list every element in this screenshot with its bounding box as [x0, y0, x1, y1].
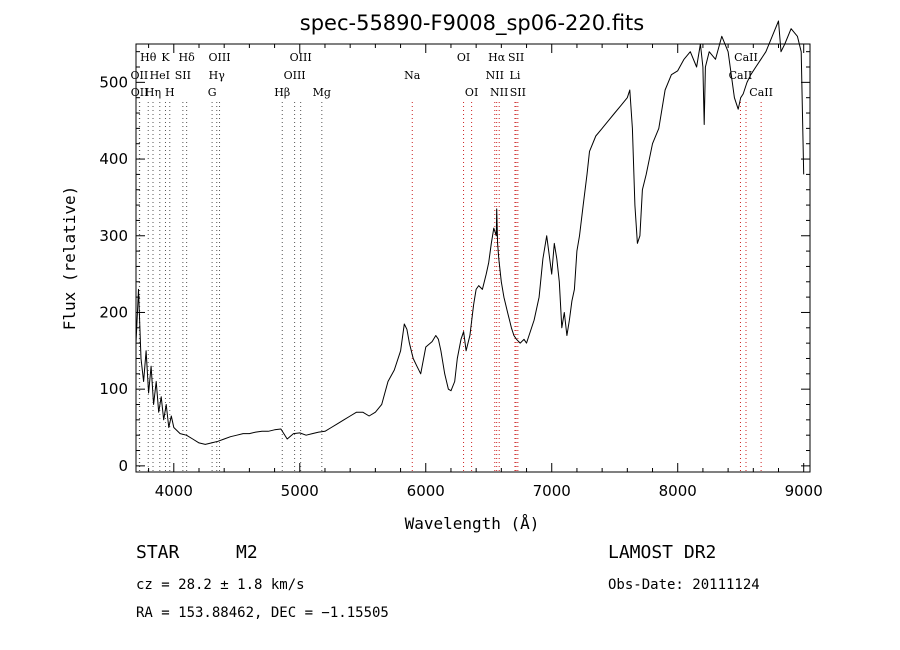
- line-marker-label: Hγ: [209, 69, 226, 82]
- redshift-text: cz = 28.2 ± 1.8 km/s: [136, 577, 305, 593]
- line-marker-label: Hθ: [140, 51, 157, 64]
- object-class: STAR: [136, 542, 180, 563]
- x-tick-label: 4000: [155, 482, 193, 500]
- line-marker-label: SII: [510, 86, 526, 99]
- line-marker-label: Hβ: [274, 86, 290, 99]
- survey-name: LAMOST DR2: [608, 542, 717, 563]
- y-tick-label: 200: [99, 303, 128, 321]
- axis-ticks: 4000 5000 6000 7000 8000 9000 0 100 200 300 400 500: [99, 44, 823, 500]
- y-tick-label: 100: [99, 380, 128, 398]
- line-marker-label: OII: [131, 69, 149, 82]
- object-subclass: M2: [236, 542, 258, 563]
- line-marker-label: Li: [510, 69, 521, 82]
- line-marker-label: K: [161, 51, 170, 64]
- line-marker-label: SII: [508, 51, 524, 64]
- x-tick-label: 8000: [659, 482, 697, 500]
- spectrum-line: [135, 20, 805, 445]
- coordinates-text: RA = 153.88462, DEC = −1.15505: [136, 605, 389, 621]
- x-tick-label: 5000: [281, 482, 319, 500]
- x-axis-label: Wavelength (Å): [405, 514, 540, 533]
- line-marker-label: OIII: [290, 51, 312, 64]
- line-marker-label: SII: [175, 69, 191, 82]
- y-tick-label: 0: [118, 457, 128, 475]
- x-tick-label: 7000: [533, 482, 571, 500]
- line-marker-label: OI: [457, 51, 470, 64]
- line-marker-label: OIII: [284, 69, 306, 82]
- line-marker-label: HeI: [150, 69, 170, 82]
- obs-date-text: Obs-Date: 20111124: [608, 577, 760, 593]
- y-tick-label: 400: [99, 150, 128, 168]
- line-marker-label: OI: [465, 86, 478, 99]
- x-tick-label: 6000: [407, 482, 445, 500]
- line-marker-label: Hη: [145, 86, 161, 99]
- y-axis-label: Flux (relative): [60, 186, 79, 331]
- line-marker-label: Hα: [488, 51, 506, 64]
- line-marker-label: NII: [490, 86, 508, 99]
- line-marker-label: Mg: [313, 86, 331, 99]
- line-marker-label: Hδ: [179, 51, 196, 64]
- x-tick-label: 9000: [785, 482, 823, 500]
- y-tick-label: 500: [99, 73, 128, 91]
- chart-title: spec-55890-F9008_sp06-220.fits: [300, 11, 644, 36]
- line-marker-label: CaII: [729, 69, 753, 82]
- line-marker-label: CaII: [749, 86, 773, 99]
- line-marker-label: OIII: [208, 51, 230, 64]
- line-marker-label: OII: [131, 86, 149, 99]
- plot-frame: [135, 43, 811, 473]
- line-marker-label: CaII: [734, 51, 758, 64]
- line-marker-label: Na: [404, 69, 421, 82]
- spectrum-series: [135, 20, 805, 445]
- line-marker-label: H: [165, 86, 175, 99]
- line-marker-label: G: [208, 86, 217, 99]
- line-marker-label: NII: [486, 69, 504, 82]
- y-tick-label: 300: [99, 227, 128, 245]
